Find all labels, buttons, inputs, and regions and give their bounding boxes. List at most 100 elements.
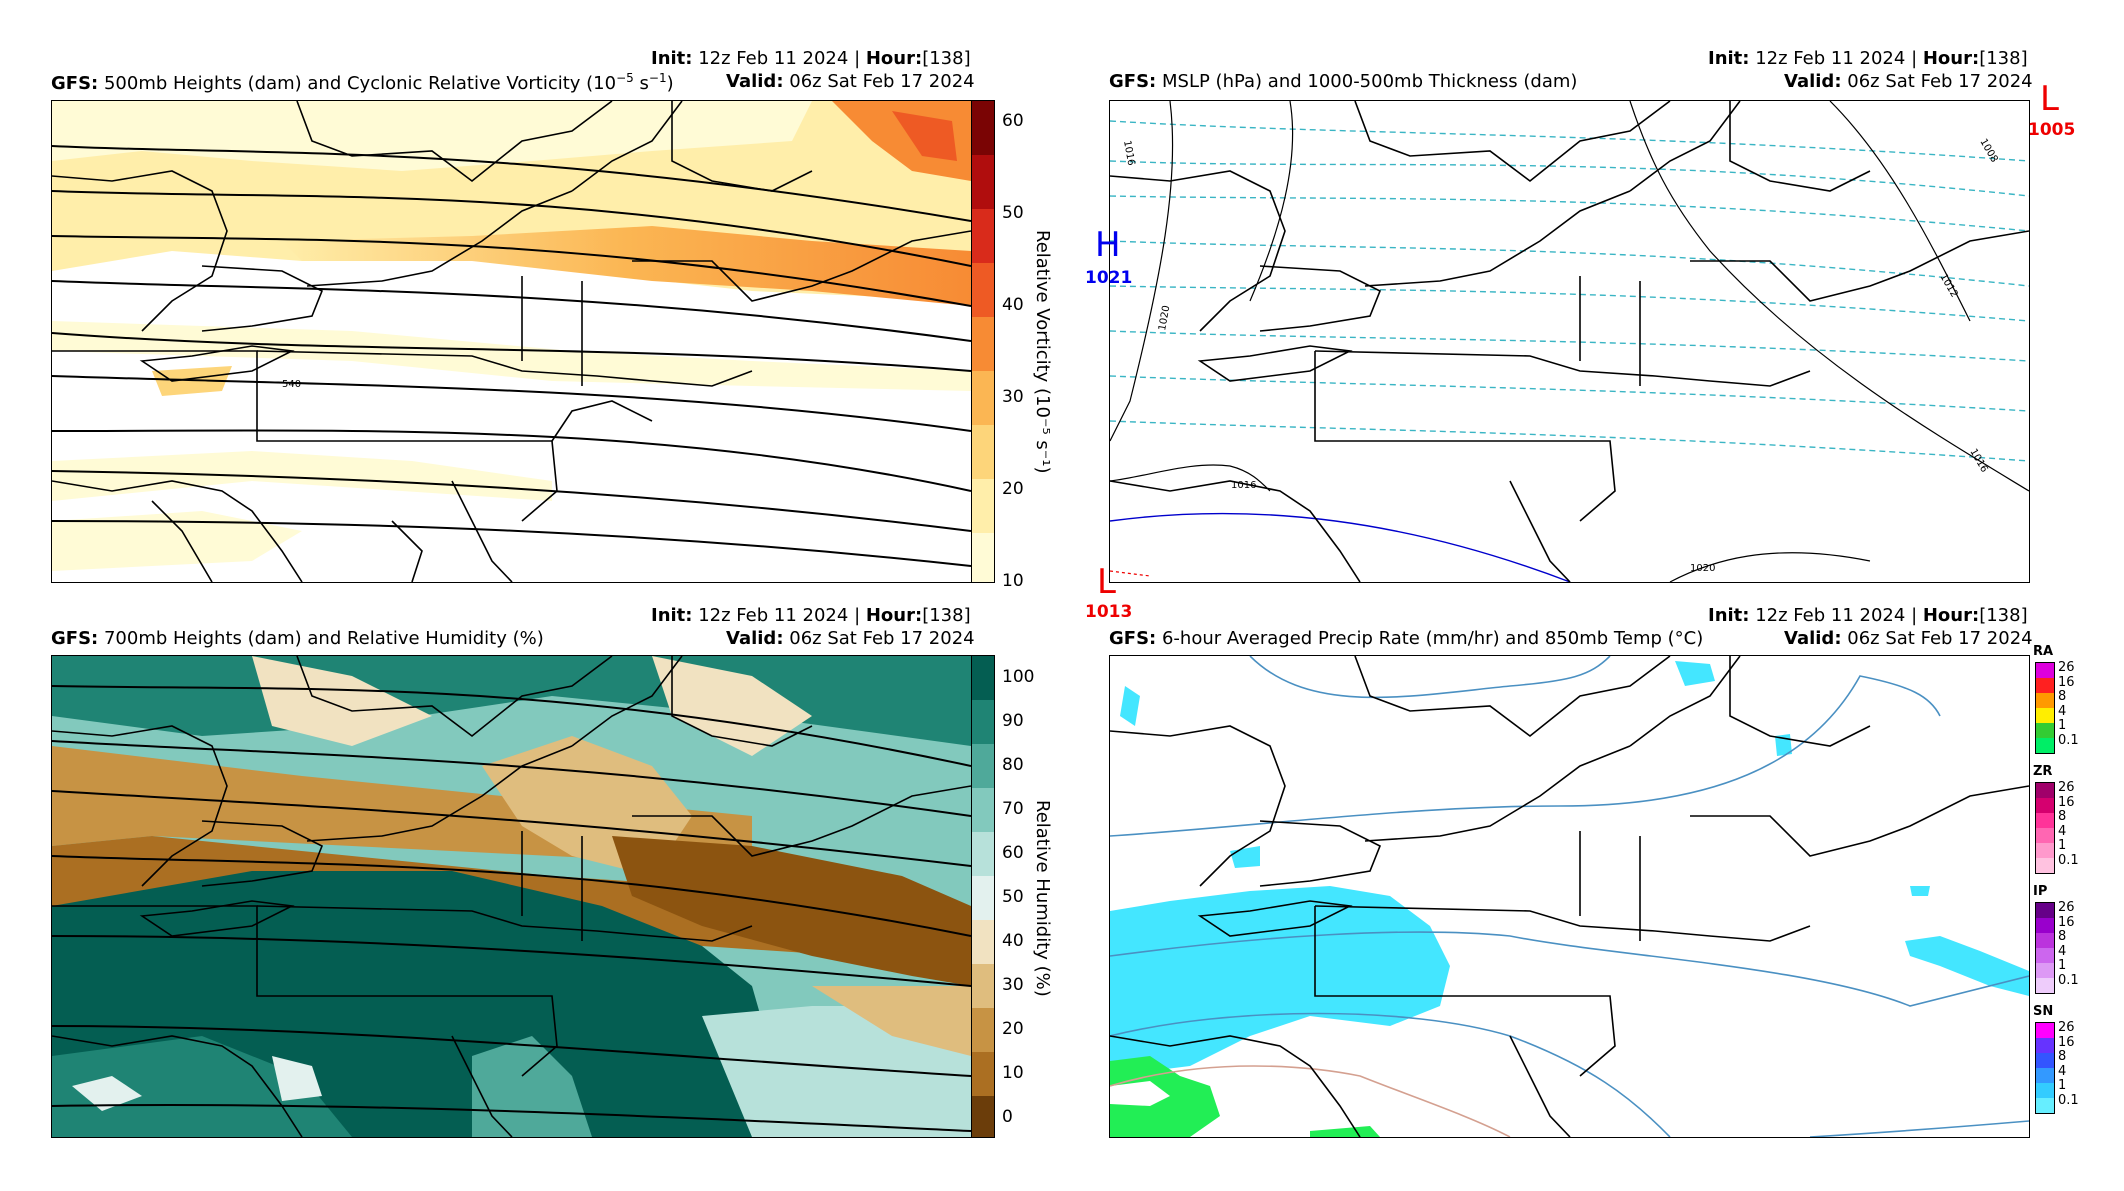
cbar-tick: 90 bbox=[1002, 711, 1024, 731]
precip-type-zr: ZR bbox=[2033, 764, 2053, 779]
precip-tick: 8 bbox=[2058, 1049, 2067, 1064]
cbar-tick: 60 bbox=[1002, 111, 1024, 131]
precip-tick: 16 bbox=[2058, 674, 2075, 690]
freezing-thickness-line bbox=[1110, 512, 1571, 582]
coastlines-borders bbox=[1110, 656, 2029, 1137]
cbar-tick: 20 bbox=[1002, 1019, 1024, 1039]
precip-colorbar-sn bbox=[2035, 1022, 2055, 1114]
thickness-contours bbox=[1110, 120, 2029, 462]
precip-tick: 4 bbox=[2058, 1063, 2067, 1079]
cbar-tick: 10 bbox=[1002, 1063, 1024, 1083]
init-line: Init: 12z Feb 11 2024 | Hour:[138] bbox=[651, 48, 971, 69]
freezing-temp-contour bbox=[1110, 1065, 1511, 1137]
precip-tick: 0.1 bbox=[2058, 852, 2079, 868]
valid-line: Valid: 06z Sat Feb 17 2024 bbox=[1784, 71, 2033, 92]
precip-map bbox=[1109, 655, 2030, 1138]
cbar-tick: 50 bbox=[1002, 203, 1024, 223]
low-pressure-value: 1005 bbox=[2028, 120, 2076, 140]
precip-tick: 26 bbox=[2058, 900, 2075, 915]
high-pressure-center: H bbox=[1095, 225, 1121, 265]
low-pressure-center: L bbox=[1097, 562, 1116, 602]
isobar-label: 1020 bbox=[1690, 563, 1715, 574]
cbar-tick: 20 bbox=[1002, 479, 1024, 499]
rh-colorbar bbox=[971, 655, 995, 1138]
cbar-tick: 80 bbox=[1002, 755, 1024, 775]
precip-colorbar-ip bbox=[2035, 902, 2055, 994]
precip-tick: 26 bbox=[2058, 780, 2075, 795]
precip-type-ip: IP bbox=[2033, 884, 2048, 899]
isobar-label: 1016 bbox=[1121, 140, 1136, 167]
colorbar-label: Relative Humidity (%) bbox=[1032, 800, 1053, 997]
cbar-tick: 60 bbox=[1002, 843, 1024, 863]
height-contours bbox=[52, 145, 971, 567]
precip-tick: 8 bbox=[2058, 809, 2067, 824]
panel-title: GFS: 500mb Heights (dam) and Cyclonic Re… bbox=[51, 71, 674, 94]
isobar-label: 1016 bbox=[1967, 447, 1989, 475]
colorbar-label: Relative Vorticity (10⁻⁵ s⁻¹) bbox=[1032, 230, 1053, 474]
cbar-tick: 100 bbox=[1002, 667, 1035, 687]
cbar-tick: 40 bbox=[1002, 931, 1024, 951]
precip-colorbar-ra bbox=[2035, 662, 2055, 754]
precip-tick: 1 bbox=[2058, 838, 2067, 853]
precip-tick: 26 bbox=[2058, 660, 2075, 675]
high-pressure-value: 1021 bbox=[1085, 268, 1133, 288]
precip-tick: 16 bbox=[2058, 1034, 2075, 1050]
panel-title: GFS: 6-hour Averaged Precip Rate (mm/hr)… bbox=[1109, 628, 1704, 649]
coastlines-borders bbox=[52, 656, 971, 1137]
cbar-tick: 30 bbox=[1002, 387, 1024, 407]
vort-field-light bbox=[52, 101, 812, 171]
cbar-tick: 70 bbox=[1002, 799, 1024, 819]
low-pressure-value: 1013 bbox=[1085, 602, 1133, 622]
cbar-tick: 30 bbox=[1002, 975, 1024, 995]
coastlines-borders bbox=[1110, 101, 2029, 582]
precip-tick: 8 bbox=[2058, 929, 2067, 944]
temp-contours bbox=[1110, 656, 2029, 1137]
precip-tick: 1 bbox=[2058, 958, 2067, 973]
rh-map bbox=[51, 655, 972, 1138]
vorticity-map: 540 bbox=[51, 100, 972, 583]
panel-title: GFS: 700mb Heights (dam) and Relative Hu… bbox=[51, 628, 544, 649]
isobar-label: 1016 bbox=[1231, 480, 1256, 491]
precip-type-sn: SN bbox=[2033, 1004, 2054, 1019]
precip-tick: 26 bbox=[2058, 1020, 2075, 1035]
precip-tick: 0.1 bbox=[2058, 1092, 2079, 1108]
vort-band-mid bbox=[52, 321, 971, 391]
isobar-label: 1020 bbox=[1157, 305, 1172, 332]
valid-line: Valid: 06z Sat Feb 17 2024 bbox=[726, 71, 975, 92]
precip-tick: 4 bbox=[2058, 943, 2067, 959]
precip-tick: 0.1 bbox=[2058, 972, 2079, 988]
vorticity-colorbar bbox=[971, 100, 995, 583]
warm-thickness-line bbox=[1110, 570, 1151, 577]
snow-areas bbox=[1110, 661, 2029, 1076]
vort-band-sw bbox=[52, 511, 302, 571]
precip-tick: 1 bbox=[2058, 1078, 2067, 1093]
cbar-tick: 50 bbox=[1002, 887, 1024, 907]
panel-title: GFS: MSLP (hPa) and 1000-500mb Thickness… bbox=[1109, 71, 1578, 92]
precip-tick: 0.1 bbox=[2058, 732, 2079, 748]
coastlines-borders bbox=[52, 101, 971, 582]
vort-band-south bbox=[52, 451, 552, 501]
low-pressure-center: L bbox=[2040, 79, 2059, 119]
isobar-label: 1012 bbox=[1937, 272, 1959, 300]
precip-tick: 16 bbox=[2058, 794, 2075, 810]
init-line: Init: 12z Feb 11 2024 | Hour:[138] bbox=[651, 605, 971, 626]
mslp-map: 1016 1016 1020 1020 1012 1008 1016 bbox=[1109, 100, 2030, 583]
isobars bbox=[1110, 101, 2029, 582]
init-line: Init: 12z Feb 11 2024 | Hour:[138] bbox=[1708, 48, 2028, 69]
vort-max-core bbox=[892, 111, 957, 161]
precip-tick: 4 bbox=[2058, 703, 2067, 719]
precip-tick: 8 bbox=[2058, 689, 2067, 704]
precip-tick: 16 bbox=[2058, 914, 2075, 930]
init-line: Init: 12z Feb 11 2024 | Hour:[138] bbox=[1708, 605, 2028, 626]
cbar-tick: 10 bbox=[1002, 571, 1024, 591]
contour-label: 540 bbox=[282, 379, 301, 390]
valid-line: Valid: 06z Sat Feb 17 2024 bbox=[1784, 628, 2033, 649]
cbar-tick: 0 bbox=[1002, 1107, 1013, 1127]
isobar-label: 1008 bbox=[1977, 137, 1999, 165]
cbar-tick: 40 bbox=[1002, 295, 1024, 315]
precip-tick: 1 bbox=[2058, 718, 2067, 733]
valid-line: Valid: 06z Sat Feb 17 2024 bbox=[726, 628, 975, 649]
precip-type-ra: RA bbox=[2033, 644, 2054, 659]
precip-colorbar-zr bbox=[2035, 782, 2055, 874]
precip-tick: 4 bbox=[2058, 823, 2067, 839]
